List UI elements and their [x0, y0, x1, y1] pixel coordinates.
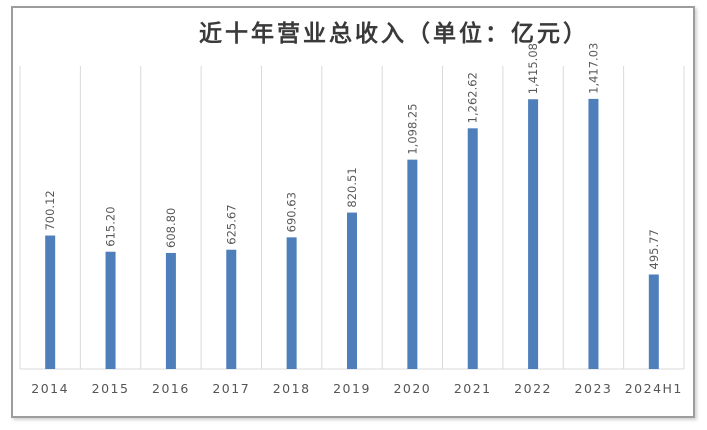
chart-title: 近十年营业总收入（单位：亿元） — [199, 20, 589, 47]
data-label-2020: 1,098.25 — [405, 103, 419, 154]
x-tick-2015: 2015 — [92, 381, 130, 396]
x-axis-ticks: 2014 2015 2016 2017 2018 2019 2020 2021 2022 2023… — [31, 381, 683, 396]
x-tick-2016: 2016 — [152, 381, 190, 396]
data-label-2017: 625.67 — [224, 204, 238, 244]
bar-2014 — [45, 235, 56, 369]
bar-2015 — [105, 251, 116, 369]
bar-2024H1 — [648, 274, 659, 369]
data-label-2015: 615.20 — [104, 206, 118, 246]
data-label-2019: 820.51 — [345, 167, 359, 207]
bar-chart: 近十年营业总收入（单位：亿元） 700.12 615.20 608.80 625.67… — [19, 20, 685, 396]
data-label-2014: 700.12 — [43, 190, 57, 230]
data-label-2018: 690.63 — [285, 192, 299, 232]
bar-2021 — [467, 128, 478, 369]
bar-2020 — [407, 159, 418, 369]
bar-2017 — [226, 249, 237, 369]
data-label-2016: 608.80 — [164, 208, 178, 248]
bar-2019 — [347, 212, 357, 369]
x-tick-2021: 2021 — [454, 381, 492, 396]
x-tick-2020: 2020 — [393, 381, 431, 396]
x-tick-2014: 2014 — [31, 381, 69, 396]
x-tick-2024H1: 2024H1 — [625, 381, 683, 396]
data-label-2023: 1,417.03 — [586, 43, 600, 94]
x-tick-2018: 2018 — [273, 381, 311, 396]
data-labels: 700.12 615.20 608.80 625.67 690.63 820.51 1,09… — [43, 43, 661, 270]
data-label-2022: 1,415.08 — [526, 43, 540, 94]
data-label-2024H1: 495.77 — [647, 229, 661, 269]
x-tick-2023: 2023 — [575, 381, 613, 396]
bars — [45, 98, 659, 370]
bar-2023 — [588, 98, 599, 369]
x-tick-2022: 2022 — [514, 381, 552, 396]
x-tick-2017: 2017 — [212, 381, 250, 396]
bar-2022 — [528, 99, 539, 370]
data-label-2021: 1,262.62 — [466, 72, 480, 123]
bar-2016 — [165, 252, 176, 369]
chart-frame: 近十年营业总收入（单位：亿元） 700.12 615.20 608.80 625.67… — [11, 6, 695, 418]
x-tick-2019: 2019 — [333, 381, 371, 396]
bar-2018 — [286, 237, 297, 369]
